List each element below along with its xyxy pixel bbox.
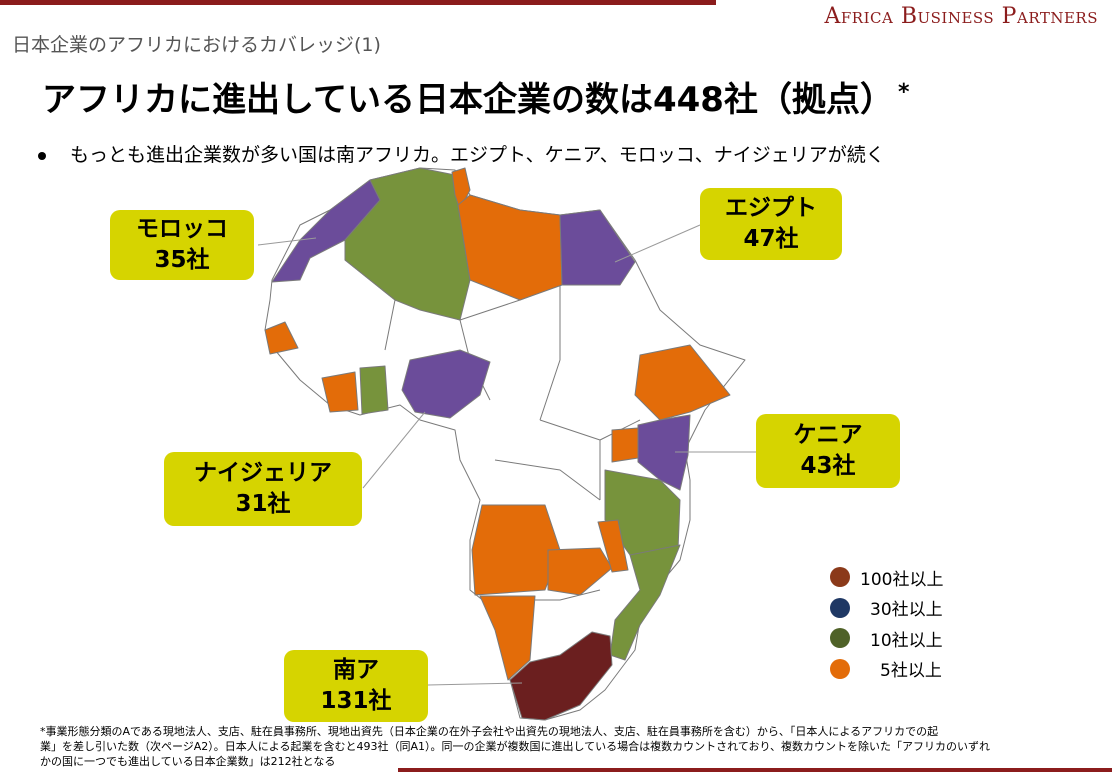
section-title: 日本企業のアフリカにおけるカバレッジ(1)	[12, 34, 381, 56]
bullet-point: もっとも進出企業数が多い国は南アフリカ。エジプト、ケニア、モロッコ、ナイジェリア…	[38, 140, 885, 167]
callout-kenya-count: 43社	[800, 453, 856, 479]
brand-logo: Africa Business Partners	[824, 4, 1098, 29]
legend-swatch-icon	[830, 567, 850, 588]
country-south-africa	[509, 631, 613, 721]
leader-morocco	[257, 237, 317, 246]
callout-south-africa-count: 131社	[320, 688, 392, 714]
top-rule	[0, 0, 716, 5]
country-cote-divoire	[321, 371, 359, 413]
bottom-rule	[398, 768, 1112, 772]
callout-morocco-country: モロッコ	[136, 216, 228, 242]
footnote: *事業形態分類のAである現地法人、支店、駐在員事務所、現地出資先（日本企業の在外…	[40, 724, 1050, 769]
country-zambia	[547, 547, 613, 596]
callout-kenya: ケニア 43社	[756, 414, 900, 488]
country-ethiopia	[634, 344, 731, 421]
legend-item-5: 5社以上	[830, 654, 943, 685]
country-nigeria	[401, 349, 491, 419]
callout-nigeria-count: 31社	[235, 491, 291, 517]
callout-egypt-count: 47社	[743, 226, 799, 252]
country-mozambique	[609, 544, 681, 661]
legend-label: 30社以上	[870, 600, 943, 621]
country-uganda	[611, 427, 639, 463]
country-angola	[471, 504, 561, 596]
legend-label: 10社以上	[870, 630, 943, 651]
headline: アフリカに進出している日本企業の数は448社（拠点） *	[42, 72, 909, 121]
leader-south-africa	[427, 682, 523, 686]
callout-morocco-count: 35社	[154, 247, 210, 273]
headline-text: アフリカに進出している日本企業の数は448社（拠点）	[42, 80, 894, 120]
callout-morocco: モロッコ 35社	[110, 210, 254, 280]
headline-footnote-mark: *	[897, 79, 910, 105]
callout-nigeria: ナイジェリア 31社	[164, 452, 362, 526]
callout-south-africa: 南ア 131社	[284, 650, 428, 722]
callout-nigeria-country: ナイジェリア	[194, 460, 332, 486]
callout-kenya-country: ケニア	[793, 422, 863, 448]
legend-item-100: 100社以上	[830, 562, 943, 593]
leader-egypt	[614, 224, 701, 263]
legend-label: 5社以上	[880, 661, 942, 682]
callout-egypt: エジプト 47社	[700, 188, 842, 260]
legend-item-30: 30社以上	[830, 593, 943, 624]
footnote-line: *事業形態分類のAである現地法人、支店、駐在員事務所、現地出資先（日本企業の在外…	[40, 725, 939, 738]
legend-label: 100社以上	[860, 569, 944, 590]
callout-south-africa-country: 南ア	[333, 657, 379, 683]
bullet-dot-icon	[38, 151, 46, 160]
footnote-line: 業」を差し引いた数（次ページA2）。日本人による起業を含むと493社（同A1）。…	[40, 740, 991, 753]
bullet-text: もっとも進出企業数が多い国は南アフリカ。エジプト、ケニア、モロッコ、ナイジェリア…	[70, 144, 885, 166]
country-namibia	[479, 595, 536, 681]
country-ghana	[359, 365, 389, 415]
legend-swatch-icon	[830, 597, 850, 618]
country-malawi	[597, 519, 629, 573]
leader-nigeria	[362, 411, 426, 489]
footnote-line: かの国に一つでも進出している日本企業数」は212社となる	[40, 755, 336, 768]
country-kenya	[637, 414, 691, 491]
country-senegal	[264, 321, 299, 355]
legend-item-10: 10社以上	[830, 623, 943, 654]
legend-swatch-icon	[830, 658, 850, 679]
country-egypt	[559, 209, 636, 286]
legend: 100社以上 30社以上 10社以上 5社以上	[830, 562, 943, 684]
legend-swatch-icon	[830, 628, 850, 649]
callout-egypt-country: エジプト	[725, 195, 817, 221]
